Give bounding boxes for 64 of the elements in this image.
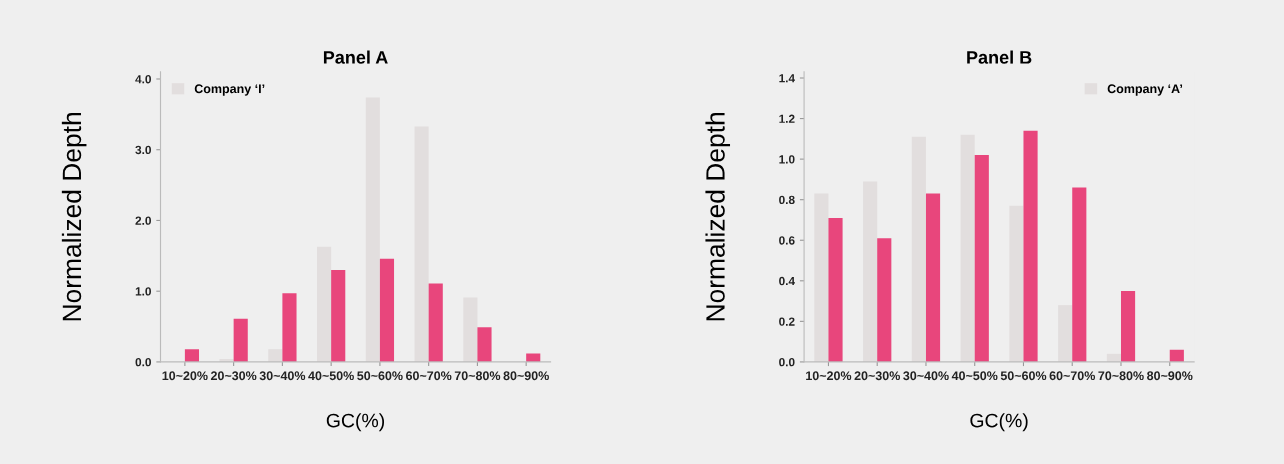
x-tick-label: 40~50% <box>308 371 354 381</box>
x-tick-label: 20~30% <box>210 371 257 381</box>
bar <box>414 126 429 362</box>
chart-title: Panel A <box>323 50 388 64</box>
y-tick-label: 3.0 <box>135 145 151 155</box>
bar <box>974 155 989 362</box>
y-tick-label: 0.0 <box>135 357 151 367</box>
chart-title: Panel B <box>967 50 1032 64</box>
bar <box>331 269 346 362</box>
x-axis-title: GC(%) <box>970 413 1028 432</box>
bar <box>863 181 878 362</box>
x-tick-label: 80~90% <box>503 371 549 381</box>
y-tick-label: 4.0 <box>135 75 151 84</box>
bar <box>282 293 297 362</box>
y-tick-label: 0.2 <box>779 317 795 326</box>
bar <box>1169 349 1184 362</box>
y-tick-label: 0.8 <box>779 195 795 205</box>
y-tick-label: 1.4 <box>779 74 795 83</box>
bar <box>379 258 395 362</box>
y-tick-label: 1.2 <box>779 114 795 123</box>
bar <box>1072 187 1087 362</box>
y-tick-label: 1.0 <box>135 287 151 296</box>
x-tick-label: 40~50% <box>951 371 998 381</box>
bar <box>463 297 478 362</box>
bar <box>1120 290 1136 362</box>
x-tick-label: 20~30% <box>854 371 900 381</box>
bar <box>814 193 829 362</box>
bar <box>428 283 443 362</box>
bar <box>526 353 541 362</box>
bar <box>877 238 892 362</box>
x-tick-label: 50~60% <box>1000 371 1047 381</box>
x-tick-label: 30~40% <box>259 371 306 381</box>
bar <box>1058 305 1073 362</box>
y-tick-label: 1.0 <box>779 155 795 164</box>
x-tick-label: 70~80% <box>1098 371 1144 381</box>
y-tick-label: 0.6 <box>779 236 795 245</box>
x-tick-label: 70~80% <box>454 371 501 381</box>
bar <box>317 246 332 362</box>
bar <box>911 136 926 362</box>
x-tick-label: 10~20% <box>162 371 208 381</box>
bar <box>268 349 283 362</box>
bar <box>233 318 248 362</box>
legend-label: Company ‘A’ <box>1107 84 1183 96</box>
y-tick-label: 2.0 <box>135 216 151 225</box>
bar <box>925 193 941 362</box>
bar <box>184 349 200 362</box>
bar <box>828 217 843 362</box>
x-tick-label: 80~90% <box>1147 371 1193 381</box>
x-tick-label: 10~20% <box>806 371 852 381</box>
x-tick-label: 60~70% <box>1049 371 1096 381</box>
y-axis-title: Normalized Depth <box>61 113 87 321</box>
y-tick-label: 0.0 <box>779 357 795 367</box>
bar <box>1023 130 1038 362</box>
x-tick-label: 50~60% <box>357 371 403 381</box>
bar <box>1009 205 1024 362</box>
bar <box>365 97 380 362</box>
y-tick-label: 0.4 <box>779 276 795 286</box>
y-axis-title: Normalized Depth <box>705 113 731 321</box>
x-axis-title: GC(%) <box>326 413 385 432</box>
legend-label: Company ‘I’ <box>194 84 265 96</box>
x-tick-label: 60~70% <box>406 371 452 381</box>
bar <box>960 134 975 362</box>
x-tick-label: 30~40% <box>903 371 949 381</box>
bar <box>477 327 492 362</box>
